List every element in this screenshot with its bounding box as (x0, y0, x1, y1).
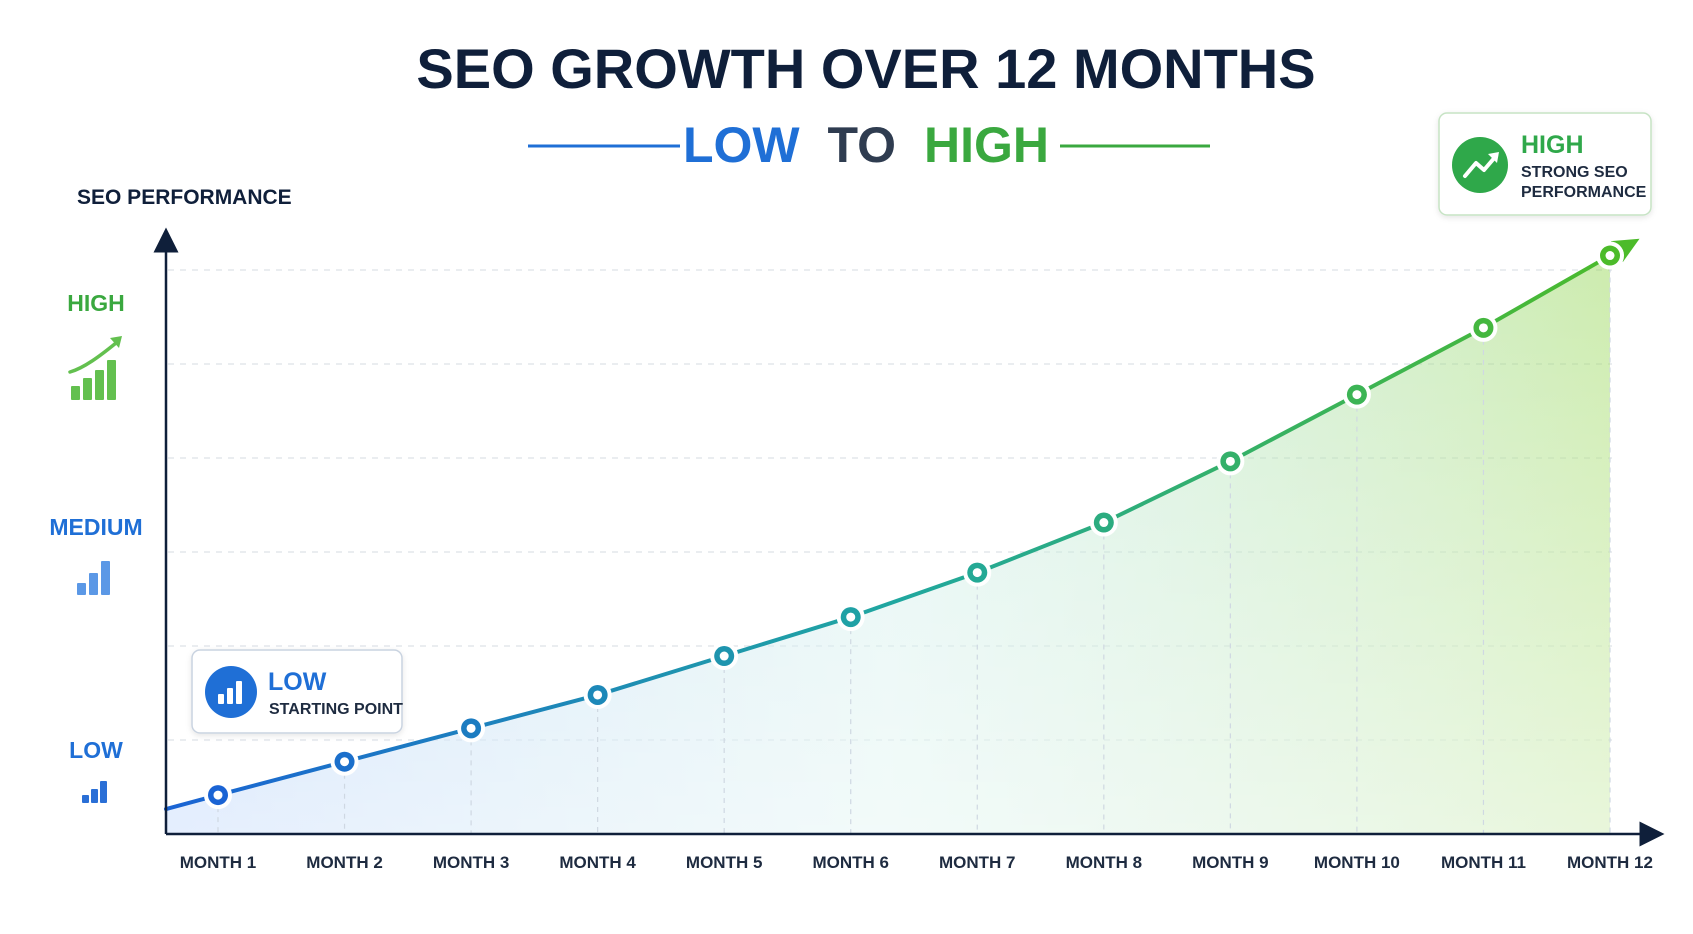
subtitle-text: LOW TO HIGH (683, 117, 1049, 173)
subtitle-to: TO (828, 117, 897, 173)
bar-chart-medium-icon (77, 561, 110, 595)
series-line (164, 246, 1625, 812)
icon-bar (83, 378, 92, 400)
low-callout-content: LOW STARTING POINT (205, 666, 403, 718)
data-point-center (593, 690, 603, 700)
y-tick-medium: MEDIUM (49, 514, 143, 595)
x-tick-label: MONTH 5 (686, 853, 763, 872)
data-point-center (1605, 251, 1615, 261)
month-guide-lines (217, 267, 1611, 834)
y-tick-label: LOW (69, 737, 123, 763)
high-callout-line2: PERFORMANCE (1521, 184, 1647, 201)
low-callout-text: STARTING POINT (269, 701, 403, 718)
bar-chart-small-icon (82, 781, 107, 803)
x-tick-label: MONTH 1 (180, 853, 257, 872)
chart-subtitle: LOW TO HIGH (528, 117, 1210, 173)
icon-bar (71, 386, 80, 400)
area-fade (166, 255, 1610, 835)
x-tick-label: MONTH 4 (559, 853, 636, 872)
data-point-center (1099, 518, 1109, 528)
x-tick-labels: MONTH 1 MONTH 2 MONTH 3 MONTH 4 MONTH 5 MONTH… (180, 853, 1653, 872)
x-tick-label: MONTH 12 (1567, 853, 1653, 872)
x-tick-label: MONTH 3 (433, 853, 510, 872)
subtitle-high: HIGH (924, 117, 1049, 173)
high-callout-content: HIGH STRONG SEO PERFORMANCE (1452, 131, 1647, 201)
icon-bar (89, 573, 98, 595)
data-point-center (1352, 390, 1362, 400)
icon-bar (107, 360, 116, 400)
data-point-center (1478, 323, 1488, 333)
data-point-center (466, 723, 476, 733)
chart-title: SEO GROWTH OVER 12 MONTHS (416, 37, 1315, 100)
data-point-center (719, 651, 729, 661)
y-tick-high: HIGH (67, 290, 125, 400)
y-axis-title: SEO PERFORMANCE (77, 186, 292, 209)
icon-trend-arrow (110, 336, 122, 348)
x-tick-label: MONTH 10 (1314, 853, 1400, 872)
icon-bar (101, 561, 110, 595)
data-point-center (213, 790, 223, 800)
data-point-center (340, 757, 350, 767)
icon-trend-line (68, 341, 118, 374)
subtitle-low: LOW (683, 117, 800, 173)
data-point-center (972, 568, 982, 578)
x-tick-label: MONTH 9 (1192, 853, 1269, 872)
x-tick-label: MONTH 2 (306, 853, 383, 872)
x-tick-label: MONTH 7 (939, 853, 1016, 872)
x-tick-label: MONTH 11 (1441, 853, 1526, 872)
icon-bar (77, 583, 86, 595)
y-tick-label: HIGH (67, 290, 125, 316)
high-callout-title: HIGH (1521, 131, 1584, 159)
icon-bar (100, 781, 107, 803)
data-point-center (1225, 456, 1235, 466)
icon-bar (95, 370, 104, 400)
icon-bar (82, 795, 89, 803)
y-tick-label: MEDIUM (49, 514, 142, 540)
high-callout-line1: STRONG SEO (1521, 164, 1628, 181)
y-tick-low: LOW (69, 737, 123, 803)
bar-chart-growth-icon (68, 336, 122, 400)
data-points (204, 241, 1624, 810)
data-point-center (846, 612, 856, 622)
low-callout-title: LOW (268, 668, 327, 696)
x-tick-label: MONTH 8 (1066, 853, 1143, 872)
icon-bar (91, 789, 98, 803)
y-tick-labels: LOW MEDIUM HIGH (49, 290, 143, 803)
x-tick-label: MONTH 6 (812, 853, 889, 872)
